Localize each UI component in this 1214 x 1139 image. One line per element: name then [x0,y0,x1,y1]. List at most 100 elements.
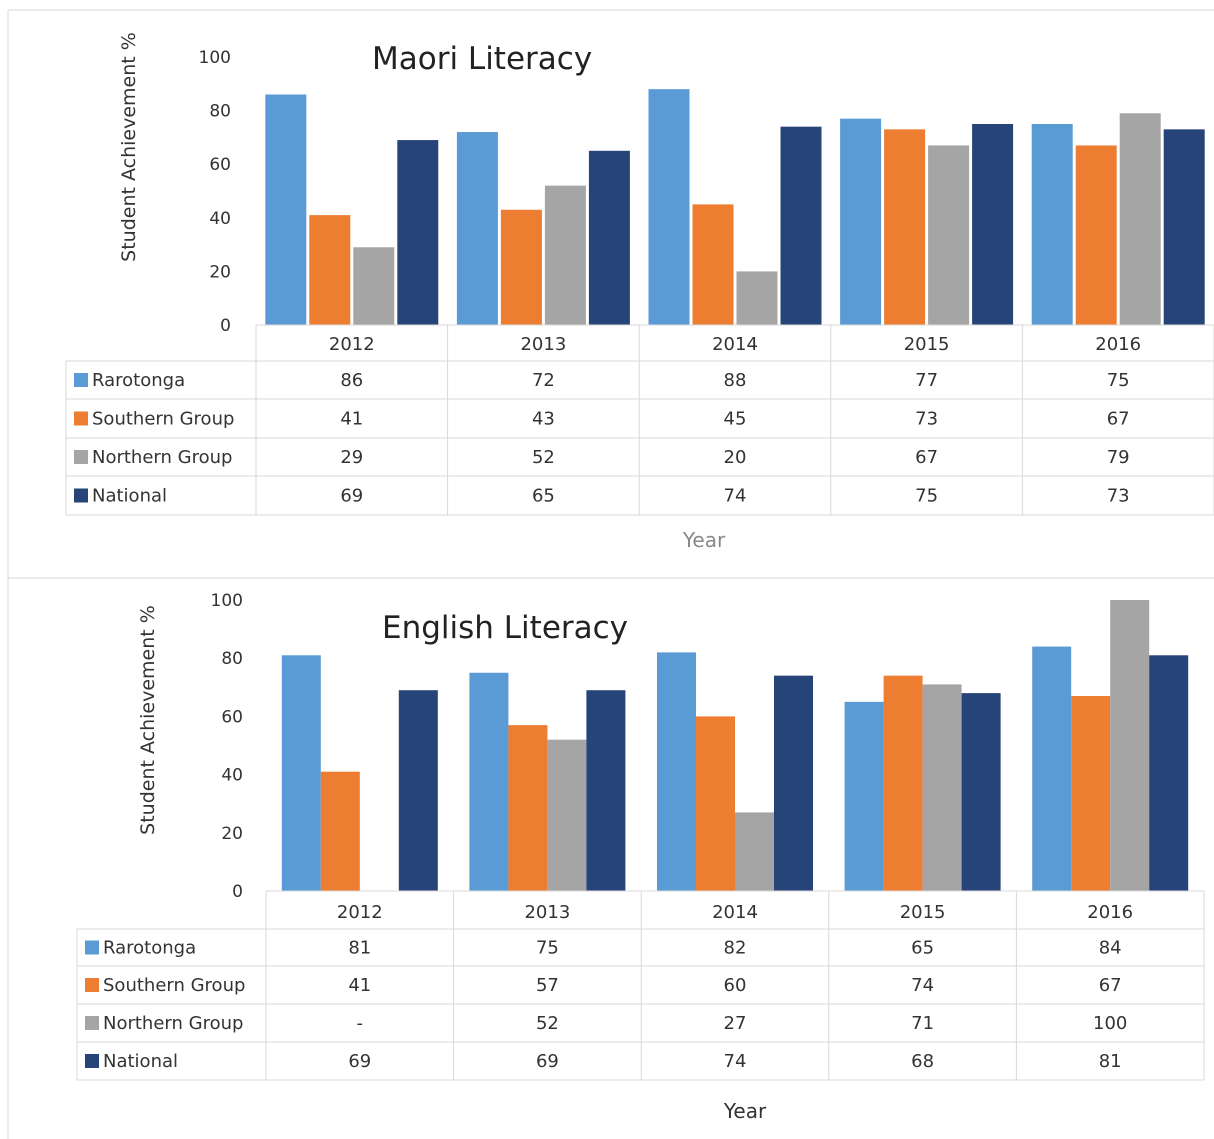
bar [692,204,734,325]
data-label: 65 [911,938,934,959]
bar [735,812,774,891]
data-label: 52 [532,447,555,468]
x-tick-label: 2014 [712,902,758,923]
x-tick-label: 2012 [337,902,383,923]
data-label: 72 [532,370,555,391]
x-tick-label: 2012 [329,334,375,355]
bar [353,247,395,325]
data-label: 88 [724,370,747,391]
y-tick-label: 20 [221,824,243,844]
y-tick-label: 100 [199,48,231,68]
y-tick-label: 0 [220,316,231,336]
bar [281,655,321,891]
data-label: 74 [724,1051,747,1072]
data-label: 73 [1107,486,1130,507]
bar [1075,145,1117,325]
legend-entry: Northern Group [103,1013,243,1034]
y-tick-label: 80 [221,649,243,669]
legend-swatch [74,411,88,426]
data-label: 73 [915,409,938,430]
legend-entry: National [92,486,167,507]
bar [500,209,542,325]
x-tick-label: 2016 [1087,902,1133,923]
bar [588,150,630,325]
bar [961,693,1001,891]
data-label: 41 [340,409,363,430]
legend-entry: Rarotonga [92,370,185,391]
legend-swatch [85,940,99,955]
y-tick-label: 60 [221,707,243,727]
data-label: 52 [536,1013,559,1034]
data-label: 27 [724,1013,747,1034]
x-axis-label: Year [723,1099,767,1123]
bar [397,140,439,325]
data-label: 67 [1099,975,1122,996]
legend-entry: National [103,1051,178,1072]
bar [1071,696,1111,891]
x-tick-label: 2015 [900,902,946,923]
x-tick-label: 2014 [712,334,758,355]
bar [265,94,307,326]
chart-title: English Literacy [382,610,628,646]
legend-entry: Northern Group [92,447,232,468]
data-label: 60 [724,975,747,996]
bar [657,652,696,891]
bar [883,675,923,891]
y-tick-label: 80 [209,102,231,122]
bar [586,690,626,891]
bar [696,716,735,891]
y-axis-label: Student Achievement % [137,605,159,835]
legend-swatch [74,450,88,464]
legend-swatch [74,488,88,503]
x-axis-label: Year [682,528,726,552]
legend-entry: Rarotonga [103,938,196,959]
data-label: 75 [536,938,559,959]
data-label: 45 [724,409,747,430]
bar [320,771,360,891]
data-label: 67 [1107,409,1130,430]
bar [972,124,1014,325]
bar [840,118,882,325]
data-label: - [357,1013,364,1034]
legend-entry: Southern Group [92,409,234,430]
bar [884,129,926,325]
data-label: 29 [340,447,363,468]
bar [844,701,884,891]
bar [547,739,587,891]
data-label: 43 [532,409,555,430]
y-axis-label: Student Achievement % [118,32,140,262]
data-label: 81 [1099,1051,1122,1072]
data-label: 69 [340,486,363,507]
data-label: 77 [915,370,938,391]
y-tick-label: 0 [232,882,243,902]
bar [398,690,438,891]
x-tick-label: 2013 [524,902,570,923]
data-label: 84 [1099,938,1122,959]
bar [1163,129,1205,325]
data-label: 71 [911,1013,934,1034]
bar [774,675,813,891]
x-tick-label: 2015 [904,334,950,355]
legend-swatch [85,1016,99,1030]
bar [648,89,690,325]
bar [1110,600,1150,891]
chart-title: Maori Literacy [372,41,592,77]
bar [469,672,509,891]
bar [508,725,548,891]
data-label: 69 [348,1051,371,1072]
y-tick-label: 20 [209,262,231,282]
y-tick-label: 40 [209,209,231,229]
bar [1032,646,1072,891]
y-tick-label: 60 [209,155,231,175]
bar [456,132,498,325]
legend-swatch [85,1054,99,1068]
bar [544,185,586,325]
data-label: 79 [1107,447,1130,468]
bar [736,271,778,325]
x-tick-label: 2013 [520,334,566,355]
data-label: 74 [911,975,934,996]
data-label: 74 [724,486,747,507]
bar [780,126,822,326]
data-label: 67 [915,447,938,468]
